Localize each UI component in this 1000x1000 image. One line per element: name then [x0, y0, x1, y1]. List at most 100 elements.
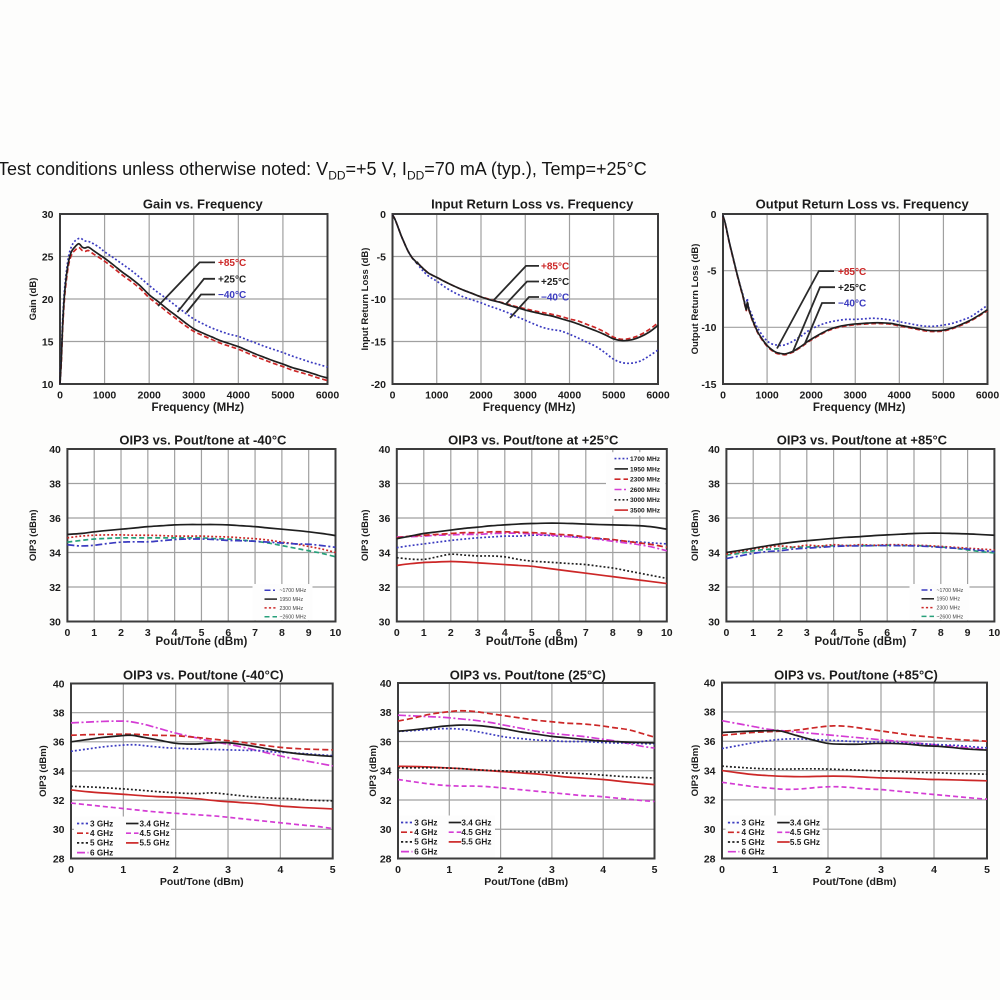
svg-text:1: 1	[446, 864, 452, 876]
svg-text:28: 28	[704, 853, 716, 865]
svg-text:30: 30	[53, 824, 65, 836]
svg-text:1000: 1000	[93, 390, 117, 402]
svg-text:−40°C: −40°C	[838, 299, 866, 310]
svg-text:1000: 1000	[425, 390, 449, 402]
svg-text:0: 0	[68, 864, 74, 876]
svg-text:36: 36	[53, 737, 65, 749]
svg-text:8: 8	[938, 627, 944, 639]
svg-text:32: 32	[708, 582, 720, 594]
svg-text:8: 8	[279, 627, 285, 639]
svg-text:OIP3 vs. Pout/tone (25°C): OIP3 vs. Pout/tone (25°C)	[450, 668, 606, 683]
svg-text:8: 8	[610, 627, 616, 639]
svg-text:−40°C: −40°C	[218, 290, 246, 301]
svg-text:34: 34	[708, 547, 720, 559]
svg-text:~1700 MHz: ~1700 MHz	[937, 588, 964, 594]
svg-text:6000: 6000	[316, 390, 340, 402]
svg-text:0: 0	[720, 390, 726, 402]
svg-text:Pout/Tone (dBm): Pout/Tone (dBm)	[813, 876, 897, 888]
svg-text:Pout/Tone (dBm): Pout/Tone (dBm)	[156, 636, 248, 648]
svg-text:32: 32	[49, 582, 61, 594]
svg-text:0: 0	[719, 864, 725, 876]
svg-text:4000: 4000	[227, 390, 251, 402]
svg-text:3000: 3000	[844, 390, 868, 402]
svg-text:2: 2	[173, 864, 179, 876]
svg-text:5000: 5000	[602, 390, 626, 402]
svg-text:6 GHz: 6 GHz	[414, 847, 437, 856]
svg-text:OIP3 vs. Pout/tone at +25°C: OIP3 vs. Pout/tone at +25°C	[448, 433, 619, 448]
svg-text:2600 MHz: 2600 MHz	[630, 487, 661, 494]
svg-text:4: 4	[172, 627, 178, 639]
svg-text:38: 38	[49, 478, 61, 490]
svg-text:2: 2	[118, 627, 124, 639]
svg-text:32: 32	[53, 795, 65, 807]
svg-text:+85°C: +85°C	[218, 258, 246, 269]
svg-text:0: 0	[390, 390, 396, 402]
svg-text:+25°C: +25°C	[838, 283, 866, 294]
svg-text:9: 9	[965, 627, 971, 639]
svg-text:30: 30	[42, 209, 54, 221]
svg-text:4: 4	[277, 864, 283, 876]
svg-text:+85°C: +85°C	[838, 267, 866, 278]
svg-text:30: 30	[380, 824, 392, 836]
svg-text:4000: 4000	[558, 390, 582, 402]
svg-text:5.5 GHz: 5.5 GHz	[140, 839, 170, 848]
svg-text:4 GHz: 4 GHz	[414, 828, 437, 837]
svg-text:10: 10	[42, 379, 54, 391]
svg-text:40: 40	[49, 444, 61, 456]
svg-text:5.5 GHz: 5.5 GHz	[790, 838, 820, 847]
svg-text:5.5 GHz: 5.5 GHz	[461, 838, 491, 847]
svg-text:1000: 1000	[755, 390, 779, 402]
svg-text:2: 2	[777, 627, 783, 639]
svg-text:3000 MHz: 3000 MHz	[630, 497, 661, 504]
svg-text:OIP3 vs. Pout/tone (-40°C): OIP3 vs. Pout/tone (-40°C)	[123, 668, 284, 683]
svg-text:3 GHz: 3 GHz	[414, 818, 437, 827]
svg-text:38: 38	[53, 708, 65, 720]
svg-text:OIP3 (dBm): OIP3 (dBm)	[690, 509, 701, 561]
svg-text:4000: 4000	[888, 390, 912, 402]
svg-text:5: 5	[330, 864, 336, 876]
svg-text:4: 4	[502, 627, 508, 639]
svg-text:-15: -15	[371, 336, 386, 348]
svg-text:3: 3	[549, 864, 555, 876]
svg-text:6000: 6000	[976, 390, 1000, 402]
svg-text:5 GHz: 5 GHz	[742, 838, 765, 847]
svg-text:38: 38	[379, 478, 391, 490]
svg-text:4.5 GHz: 4.5 GHz	[461, 828, 491, 837]
svg-text:3: 3	[804, 627, 810, 639]
svg-text:40: 40	[704, 677, 716, 689]
svg-text:3: 3	[145, 627, 151, 639]
svg-text:40: 40	[379, 444, 391, 456]
svg-text:2300 MHz: 2300 MHz	[937, 606, 961, 612]
svg-text:5: 5	[857, 627, 863, 639]
svg-text:40: 40	[380, 678, 392, 690]
svg-text:-15: -15	[701, 379, 716, 391]
svg-text:Pout/Tone (dBm): Pout/Tone (dBm)	[484, 876, 568, 888]
svg-text:1: 1	[750, 627, 756, 639]
svg-text:Pout/Tone (dBm): Pout/Tone (dBm)	[815, 636, 907, 648]
svg-text:3: 3	[475, 627, 481, 639]
svg-text:OIP3 (dBm): OIP3 (dBm)	[360, 509, 371, 561]
svg-text:Frequency (MHz): Frequency (MHz)	[483, 402, 576, 414]
svg-text:5 GHz: 5 GHz	[90, 839, 113, 848]
svg-text:OIP3 (dBm): OIP3 (dBm)	[368, 745, 379, 797]
svg-text:OIP3 (dBm): OIP3 (dBm)	[28, 509, 39, 561]
svg-text:0: 0	[64, 627, 70, 639]
svg-text:0: 0	[380, 209, 386, 221]
svg-text:0: 0	[723, 627, 729, 639]
svg-text:5: 5	[984, 864, 990, 876]
svg-text:34: 34	[704, 765, 716, 777]
svg-text:−40°C: −40°C	[541, 293, 569, 304]
svg-text:4.5 GHz: 4.5 GHz	[790, 828, 820, 837]
svg-text:5: 5	[199, 627, 205, 639]
svg-text:0: 0	[395, 864, 401, 876]
svg-text:36: 36	[708, 513, 720, 525]
svg-text:6: 6	[884, 627, 890, 639]
svg-text:2000: 2000	[800, 390, 824, 402]
svg-text:1: 1	[421, 627, 427, 639]
svg-text:10: 10	[330, 627, 342, 639]
svg-text:0: 0	[394, 627, 400, 639]
svg-text:25: 25	[42, 251, 54, 263]
svg-text:1: 1	[91, 627, 97, 639]
svg-text:20: 20	[42, 294, 54, 306]
svg-text:6: 6	[556, 627, 562, 639]
